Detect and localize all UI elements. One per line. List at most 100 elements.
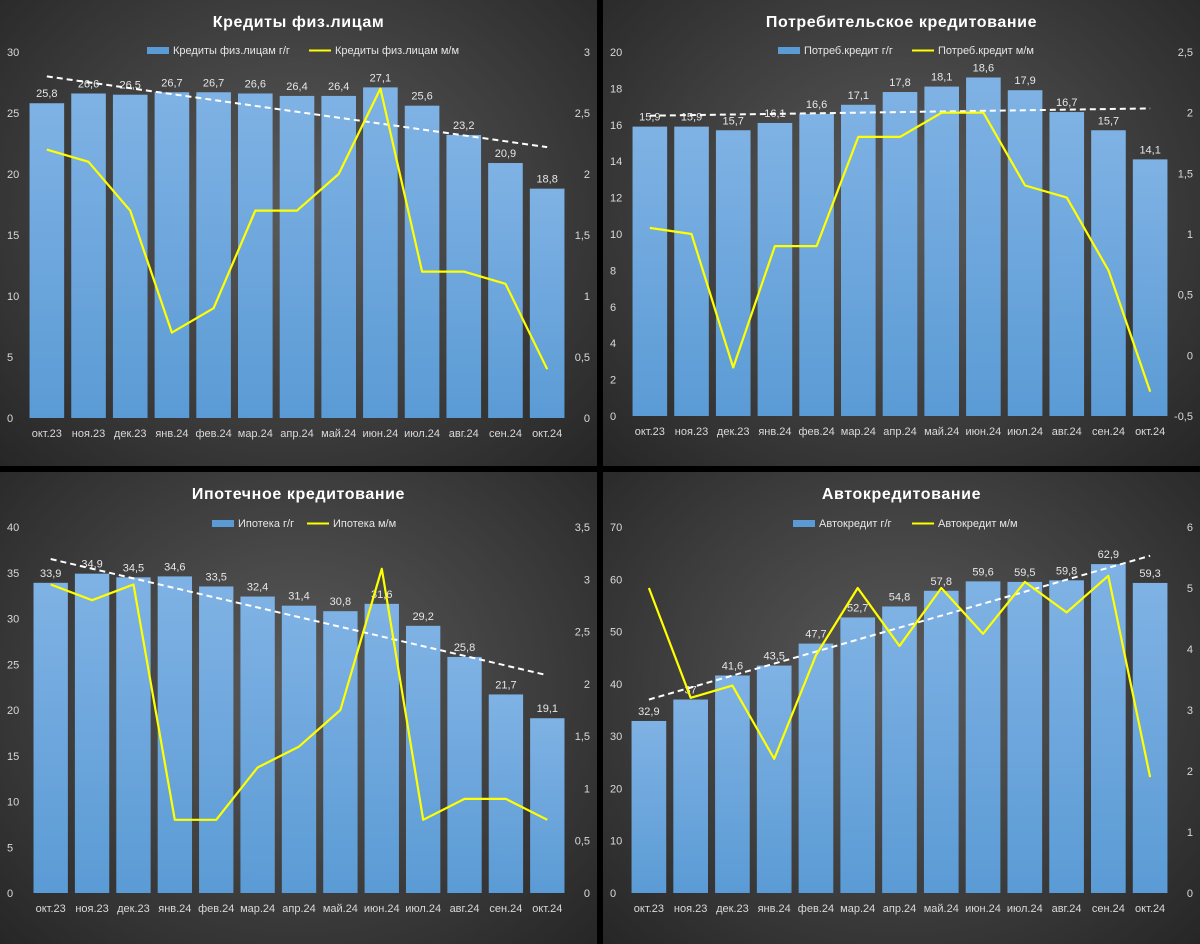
y-left-tick-label: 14: [610, 156, 622, 168]
bar-data-label: 15,7: [1098, 115, 1119, 127]
y-left-tick-label: 10: [610, 229, 622, 241]
bar: [882, 606, 917, 893]
y-left-tick-label: 40: [610, 679, 622, 691]
x-category-label: окт.23: [32, 428, 62, 440]
x-category-label: апр.24: [883, 426, 916, 438]
bar-data-label: 17,1: [848, 90, 869, 102]
y-right-tick-label: 0: [584, 413, 590, 425]
x-category-label: авг.24: [1052, 426, 1082, 438]
x-category-label: окт.23: [36, 903, 66, 915]
bar: [529, 188, 565, 418]
y-left-tick-label: 0: [610, 411, 616, 423]
chart-consumer-credit-svg: Потребительское кредитование024681012141…: [610, 14, 1193, 438]
x-category-label: дек.23: [114, 428, 147, 440]
bar-data-label: 33,5: [206, 571, 227, 583]
x-category-label: янв.24: [155, 428, 188, 440]
trend-line: [50, 558, 548, 677]
x-category-label: янв.24: [758, 426, 791, 438]
bar-data-label: 43,5: [763, 651, 784, 663]
y-left-tick-label: 5: [7, 842, 13, 854]
chart-auto-loans-svg: Автокредитование 0 10 20 30 40 50 60 70 0 1 2 3 4 5 6 32…: [610, 486, 1193, 915]
bar-data-label: 41,6: [722, 660, 743, 672]
bar-data-label: 26,6: [78, 78, 99, 90]
x-category-label: окт.24: [532, 428, 562, 440]
y-right-tick-label: 1: [1187, 229, 1193, 241]
chart-title: Ипотечное кредитование: [192, 486, 405, 503]
y-left-tick-label: 20: [610, 783, 622, 795]
bar: [1007, 581, 1043, 893]
y-right-tick-label: 2: [1187, 766, 1193, 778]
y-left-tick-label: 18: [610, 83, 622, 95]
y-right-tick-label: 6: [1187, 522, 1193, 534]
y-left-tick-label: 5: [7, 352, 13, 364]
y-left-tick-label: 0: [7, 413, 13, 425]
x-category-label: ноя.23: [75, 903, 108, 915]
x-category-label: апр.24: [883, 903, 916, 915]
x-category-label: авг.24: [450, 903, 480, 915]
x-category-label: авг.24: [449, 428, 479, 440]
legend-label-line: Потреб.кредит м/м: [938, 45, 1034, 57]
bar-data-label: 32,4: [247, 582, 268, 594]
bar: [157, 576, 193, 893]
legend-label-line: Ипотека м/м: [333, 518, 396, 530]
bar-data-label: 26,6: [245, 78, 266, 90]
bar-data-label: 19,1: [537, 703, 558, 715]
legend-label-line: Кредиты физ.лицам м/м: [335, 45, 459, 57]
bar: [404, 105, 440, 419]
y-left-tick-label: 30: [7, 47, 19, 59]
chart-panel-auto-loans: Автокредитование 0 10 20 30 40 50 60 70 0 1 2 3 4 5 6 32…: [603, 472, 1200, 944]
bar-data-label: 47,7: [805, 629, 826, 641]
legend-swatch-bar: [147, 47, 169, 54]
bar: [799, 113, 834, 416]
bar-data-label: 17,8: [889, 77, 910, 89]
bar-data-label: 25,6: [411, 91, 432, 103]
y-right-tick-label: 1: [584, 291, 590, 303]
y-right-tick-label: 0,5: [1178, 290, 1193, 302]
y-left-tick-label: 0: [610, 888, 616, 900]
y-right-tick-label: 2: [584, 169, 590, 181]
x-category-label: ноя.23: [675, 426, 708, 438]
bar-data-label: 25,8: [454, 642, 475, 654]
trend-line: [648, 554, 1151, 701]
bar-data-label: 18,6: [973, 62, 994, 74]
y-left-tick-label: 30: [610, 731, 622, 743]
legend-swatch-bar: [793, 520, 815, 527]
bar-data-label: 26,4: [286, 81, 307, 93]
y-left-tick-label: 70: [610, 522, 622, 534]
bar: [33, 582, 68, 893]
x-category-label: июл.24: [1007, 903, 1043, 915]
bar: [71, 93, 106, 418]
x-category-label: июн.24: [364, 903, 400, 915]
x-category-label: июн.24: [966, 426, 1002, 438]
x-category-label: май.24: [924, 426, 959, 438]
bar-data-label: 34,5: [123, 562, 144, 574]
bar: [112, 94, 148, 418]
bar: [488, 163, 523, 418]
bar-data-label: 15,7: [723, 115, 744, 127]
x-category-label: окт.23: [634, 903, 664, 915]
legend-swatch-bar: [212, 520, 234, 527]
bar: [882, 92, 918, 416]
legend-label-bar: Ипотека г/г: [238, 518, 294, 530]
y-left-tick-label: 50: [610, 627, 622, 639]
y-right-tick-label: 1,5: [1178, 168, 1193, 180]
legend-label-bar: Автокредит г/г: [819, 518, 892, 530]
bar: [1049, 580, 1084, 893]
y-right-tick-label: 0,5: [575, 836, 590, 848]
y-right-tick-label: 4: [1187, 644, 1193, 656]
y-left-tick-label: 40: [7, 522, 19, 534]
y-left-tick-label: 10: [610, 836, 622, 848]
bar-data-label: 26,4: [328, 81, 349, 93]
y-left-tick-label: 30: [7, 614, 19, 626]
bar: [364, 603, 399, 893]
bar: [199, 586, 234, 893]
bar: [924, 86, 959, 416]
bar: [446, 134, 482, 418]
bar-data-label: 14,1: [1139, 144, 1160, 156]
y-left-tick-label: 15: [7, 751, 19, 763]
bar: [321, 95, 356, 419]
y-left-tick-label: 10: [7, 291, 19, 303]
chart-panel-consumer-credit: Потребительское кредитование 0 2 4 6 8 10 12 14 1…: [603, 0, 1200, 466]
y-right-tick-label: 2,5: [575, 627, 590, 639]
y-left-tick-label: 2: [610, 375, 616, 387]
